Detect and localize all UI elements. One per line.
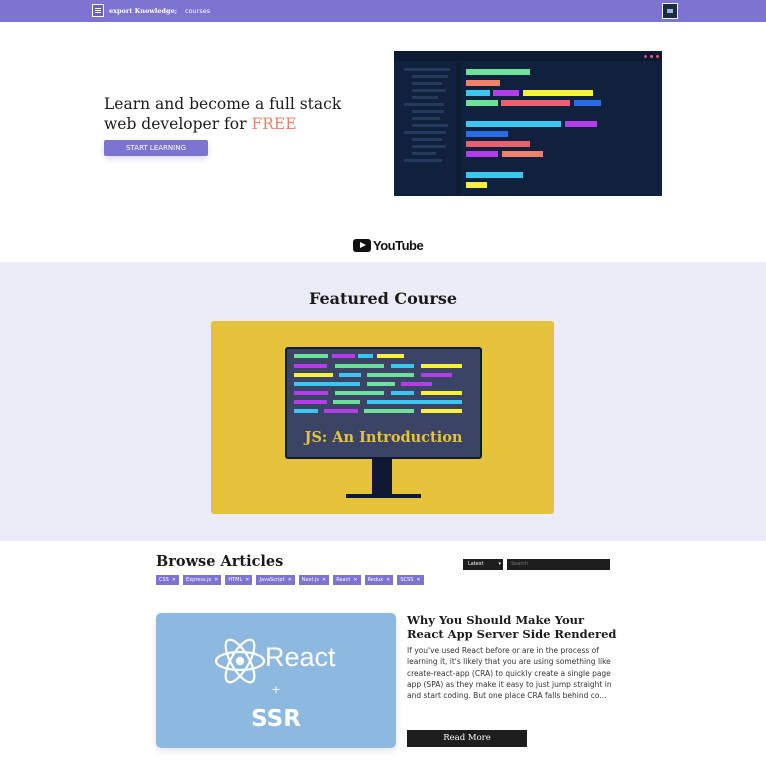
window-dot-icon [650, 55, 653, 58]
close-icon[interactable]: ✕ [353, 577, 358, 583]
tag-filter[interactable]: JavaScript ✕ [256, 575, 295, 585]
thumbnail-plus: + [271, 683, 281, 696]
nav-link-courses[interactable]: courses [185, 7, 211, 15]
featured-course-card[interactable]: JS: An Introduction [211, 321, 554, 514]
monitor-code-lines [294, 354, 462, 413]
start-learning-button[interactable]: START LEARNING [104, 140, 208, 156]
tag-filter[interactable]: CSS ✕ [156, 575, 180, 585]
code-lines [466, 69, 601, 188]
sort-select[interactable]: Latest [463, 559, 503, 570]
book-logo-icon [92, 4, 104, 17]
brand-name: export Knowledge; [109, 6, 178, 15]
tag-filter[interactable]: HTML ✕ [225, 575, 253, 585]
close-icon[interactable]: ✕ [171, 577, 177, 583]
user-avatar[interactable] [662, 3, 678, 19]
youtube-link[interactable]: YouTube [353, 238, 424, 253]
tag-label: React [336, 577, 351, 583]
window-dot-icon [644, 55, 647, 58]
top-navbar: export Knowledge; courses [0, 0, 766, 22]
hero-heading-highlight: FREE [251, 115, 297, 133]
tag-label: Next.js [301, 577, 319, 583]
tag-filter[interactable]: Next.js ✕ [298, 575, 330, 585]
tag-label: HTML [228, 577, 243, 583]
tag-label: Express.js [186, 577, 212, 583]
article-thumbnail[interactable]: React + SSR [156, 613, 396, 748]
close-icon[interactable]: ✕ [416, 577, 421, 583]
close-icon[interactable]: ✕ [245, 577, 250, 583]
tag-label: Redux [367, 577, 384, 583]
editor-titlebar [394, 51, 662, 61]
article-excerpt: If you've used React before or are in th… [407, 646, 612, 701]
tag-filter[interactable]: SCSS ✕ [397, 575, 424, 585]
tag-label: JavaScript [259, 577, 285, 583]
close-icon[interactable]: ✕ [214, 577, 219, 583]
read-more-button[interactable]: Read More [407, 730, 527, 747]
react-atom-icon [214, 638, 266, 684]
article-title[interactable]: Why You Should Make Your React App Serve… [407, 613, 617, 641]
featured-heading: Featured Course [308, 289, 458, 308]
tag-filter[interactable]: React ✕ [333, 575, 361, 585]
thumbnail-react-text: React [265, 642, 336, 672]
monitor-stand [372, 458, 392, 498]
tag-label: CSS [159, 577, 169, 583]
close-icon[interactable]: ✕ [386, 577, 391, 583]
brand-link[interactable]: export Knowledge; [92, 4, 177, 17]
tag-filter-list: CSS ✕ Express.js ✕ HTML ✕ JavaScript ✕ Next.… [156, 575, 424, 585]
hero-heading: Learn and become a full stack web develo… [104, 94, 364, 134]
youtube-play-icon [353, 239, 371, 252]
course-title: JS: An Introduction [304, 429, 463, 446]
close-icon[interactable]: ✕ [287, 577, 292, 583]
tag-label: SCSS [400, 577, 414, 583]
article-search-input[interactable] [507, 559, 610, 570]
editor-sidebar [404, 65, 456, 195]
code-editor-illustration [394, 51, 662, 196]
window-dot-icon [656, 55, 659, 58]
tag-filter[interactable]: Redux ✕ [364, 575, 394, 585]
hero-heading-text: Learn and become a full stack web develo… [104, 95, 342, 133]
thumbnail-ssr-text: SSR [251, 706, 301, 732]
browse-articles-heading: Browse Articles [156, 553, 284, 570]
monitor-illustration: JS: An Introduction [285, 347, 482, 459]
editor-gutter [456, 63, 461, 196]
close-icon[interactable]: ✕ [322, 577, 327, 583]
youtube-wordmark: YouTube [373, 238, 424, 253]
monitor-base [346, 494, 421, 498]
tag-filter[interactable]: Express.js ✕ [183, 575, 222, 585]
